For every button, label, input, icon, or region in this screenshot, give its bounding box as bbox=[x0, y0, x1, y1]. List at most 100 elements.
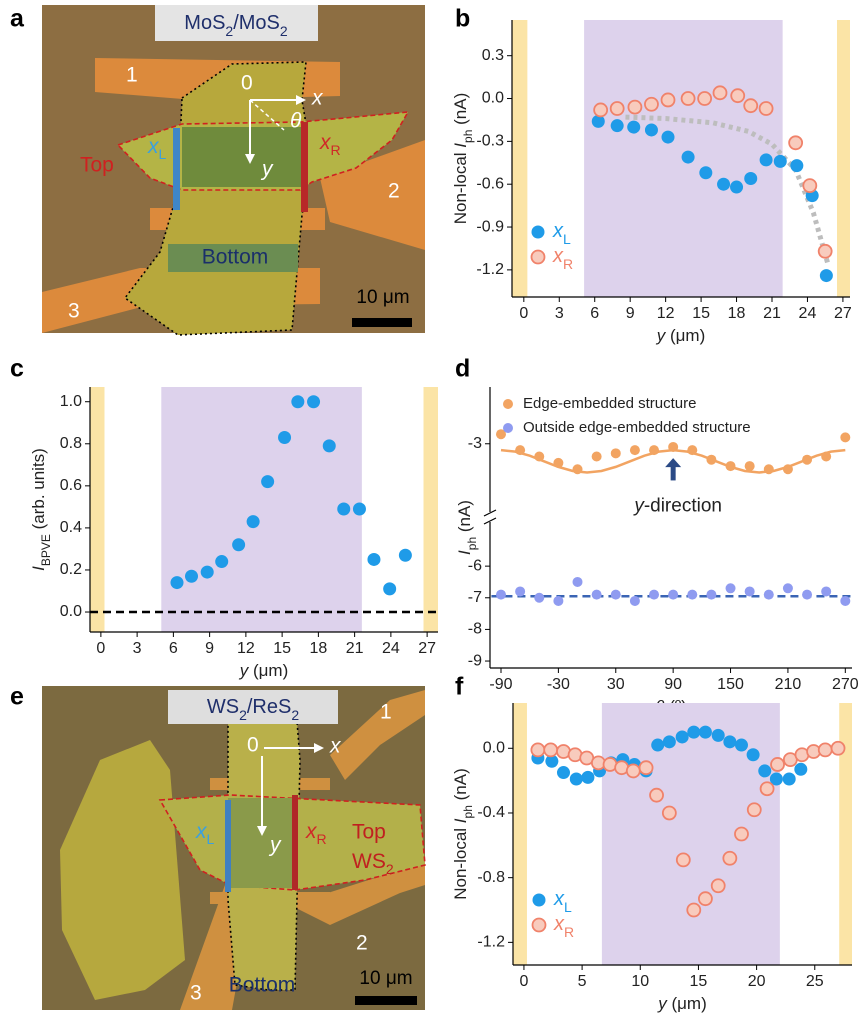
y-tick-label: -9 bbox=[468, 652, 482, 669]
overlap bbox=[182, 127, 302, 187]
data-point bbox=[307, 395, 320, 408]
text: 2 bbox=[291, 707, 299, 723]
panel-letter: b bbox=[455, 5, 470, 33]
label-part: Non-local bbox=[451, 148, 470, 225]
x-tick-label: 12 bbox=[657, 305, 675, 322]
figure: MoS2/MoS2 1 2 3 0 x y θ xL xR Top Bottom… bbox=[0, 0, 863, 1018]
y-tick-label: -6 bbox=[468, 557, 482, 574]
data-point bbox=[723, 735, 736, 748]
data-point bbox=[760, 102, 773, 115]
y-tick-label: 0.0 bbox=[60, 603, 82, 620]
label-part: (arb. units) bbox=[29, 448, 48, 534]
x-tick-label: 3 bbox=[555, 305, 564, 322]
legend-label: xL bbox=[553, 888, 572, 914]
data-point bbox=[735, 828, 748, 841]
layer-label: Bottom bbox=[229, 974, 296, 997]
x-tick-label: -90 bbox=[489, 676, 512, 693]
data-point bbox=[726, 461, 736, 471]
text: R bbox=[317, 831, 327, 847]
legend-marker bbox=[533, 919, 546, 932]
data-point bbox=[668, 442, 678, 452]
data-point bbox=[353, 502, 366, 515]
scale-bar bbox=[355, 996, 417, 1005]
data-point bbox=[515, 586, 525, 596]
data-point bbox=[611, 102, 624, 115]
scale-label: 10 μm bbox=[356, 287, 409, 308]
axis-label: y bbox=[260, 158, 274, 181]
origin-label: 0 bbox=[241, 72, 253, 95]
data-point bbox=[531, 743, 544, 756]
x-tick-label: -30 bbox=[547, 676, 570, 693]
data-point bbox=[723, 852, 736, 865]
panel-e-image: WS2/ReS2 1 2 3 0 x y xL xR Top WS2 Botto… bbox=[10, 683, 425, 1010]
label-part: (μm) bbox=[667, 994, 707, 1013]
data-point bbox=[534, 452, 544, 462]
label-part: (μm) bbox=[665, 326, 705, 345]
x-tick-label: 210 bbox=[775, 676, 802, 693]
data-point bbox=[553, 458, 563, 468]
data-point bbox=[534, 593, 544, 603]
layer-label: Top bbox=[80, 154, 114, 177]
x-axis-label: y (μm) bbox=[656, 326, 706, 345]
data-point bbox=[747, 748, 760, 761]
legend-subscript: L bbox=[563, 231, 571, 247]
data-point bbox=[794, 763, 807, 776]
data-point bbox=[663, 735, 676, 748]
data-point bbox=[802, 590, 812, 600]
legend-subscript: L bbox=[564, 899, 572, 915]
data-point bbox=[649, 445, 659, 455]
x-tick-label: 5 bbox=[578, 973, 587, 990]
legend-marker bbox=[503, 399, 513, 409]
text: WS bbox=[352, 850, 386, 873]
y-axis-label: Non-local Iph (nA) bbox=[451, 768, 475, 899]
y-tick-label: -7 bbox=[468, 589, 482, 606]
data-point bbox=[367, 553, 380, 566]
data-point bbox=[323, 439, 336, 452]
electrode-label: 2 bbox=[356, 932, 368, 955]
legend-label: xL bbox=[552, 220, 571, 246]
data-point bbox=[832, 742, 845, 755]
x-tick-label: 6 bbox=[169, 640, 178, 657]
data-point bbox=[726, 583, 736, 593]
data-point bbox=[760, 153, 773, 166]
data-point bbox=[745, 461, 755, 471]
data-point bbox=[663, 806, 676, 819]
left-edge bbox=[173, 128, 180, 210]
x-tick-label: 6 bbox=[590, 305, 599, 322]
data-point bbox=[687, 445, 697, 455]
y-tick-label: -3 bbox=[468, 435, 482, 452]
electrode-label: 1 bbox=[126, 64, 138, 87]
x-tick-label: 0 bbox=[96, 640, 105, 657]
annotation: y-direction bbox=[632, 495, 722, 516]
label-part: (nA) bbox=[455, 500, 474, 537]
data-point bbox=[232, 538, 245, 551]
data-point bbox=[717, 178, 730, 191]
text: R bbox=[331, 142, 341, 158]
x-tick-label: 18 bbox=[309, 640, 327, 657]
x-tick-label: 20 bbox=[748, 973, 766, 990]
data-point bbox=[764, 464, 774, 474]
panel-letter: c bbox=[10, 355, 24, 383]
data-point bbox=[712, 879, 725, 892]
electrode-label: 3 bbox=[68, 300, 80, 323]
data-point bbox=[185, 570, 198, 583]
right-edge bbox=[292, 795, 298, 890]
data-point bbox=[645, 123, 658, 136]
data-point bbox=[687, 904, 700, 917]
x-tick-label: 9 bbox=[626, 305, 635, 322]
data-point bbox=[789, 136, 802, 149]
x-tick-label: 15 bbox=[273, 640, 291, 657]
data-point bbox=[819, 245, 832, 258]
y-tick-label: 1.0 bbox=[60, 393, 82, 410]
legend-label: xR bbox=[552, 245, 573, 271]
region bbox=[424, 387, 439, 632]
x-tick-label: 3 bbox=[133, 640, 142, 657]
data-point bbox=[821, 452, 831, 462]
x-tick-label: 12 bbox=[237, 640, 255, 657]
data-point bbox=[611, 590, 621, 600]
data-point bbox=[278, 431, 291, 444]
origin-label: 0 bbox=[247, 734, 259, 757]
data-point bbox=[611, 119, 624, 132]
data-point bbox=[662, 93, 675, 106]
